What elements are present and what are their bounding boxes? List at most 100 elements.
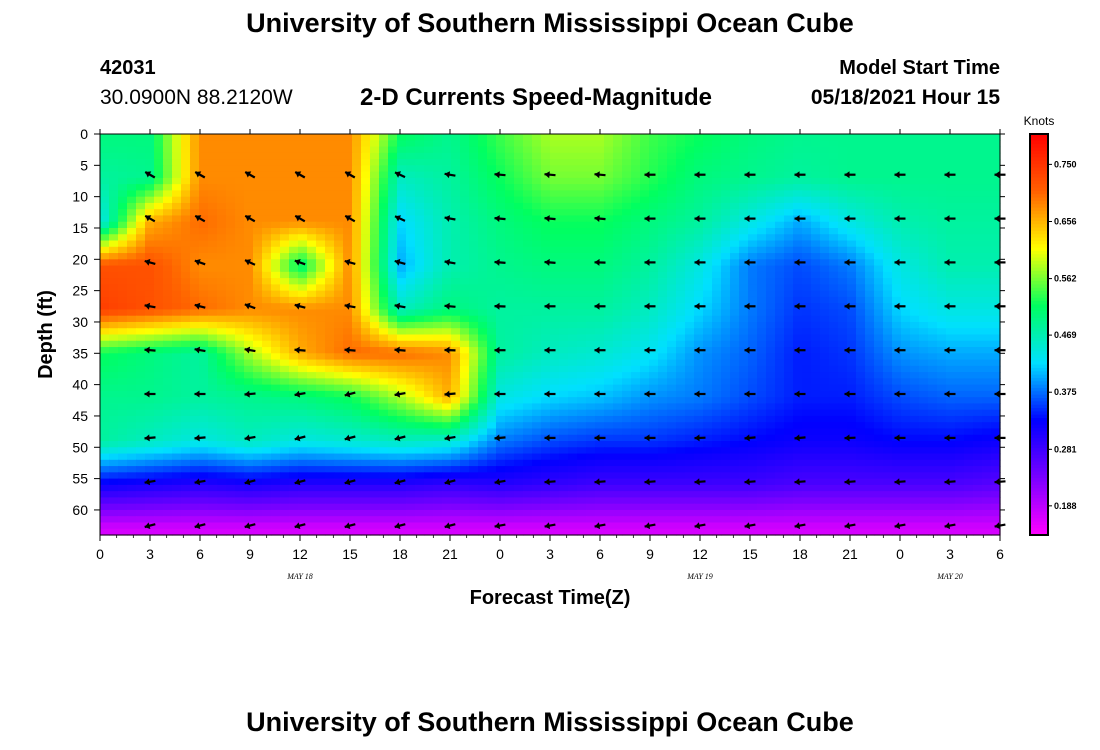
heatmap-cell — [802, 284, 812, 292]
heatmap-cell — [559, 177, 569, 185]
heatmap-cell — [298, 328, 308, 336]
heatmap-cell — [181, 372, 191, 379]
heatmap-cell — [784, 321, 794, 329]
heatmap-cell — [253, 321, 263, 329]
heatmap-cell — [676, 340, 686, 348]
heatmap-cell — [982, 265, 992, 273]
heatmap-cell — [496, 328, 506, 336]
heatmap-cell — [424, 221, 434, 229]
heatmap-cell — [640, 177, 650, 185]
heatmap-cell — [622, 221, 632, 229]
heatmap-cell — [163, 315, 173, 323]
heatmap-cell — [577, 372, 587, 379]
heatmap-cell — [514, 171, 524, 179]
heatmap-cell — [496, 309, 506, 317]
heatmap-cell — [793, 372, 803, 379]
heatmap-cell — [703, 227, 713, 235]
heatmap-cell — [559, 271, 569, 279]
heatmap-cell — [946, 403, 956, 411]
heatmap-cell — [280, 246, 290, 254]
heatmap-cell — [199, 365, 209, 373]
heatmap-cell — [415, 284, 425, 292]
heatmap-cell — [775, 278, 785, 285]
heatmap-cell — [658, 177, 668, 185]
heatmap-cell — [856, 359, 866, 367]
heatmap-cell — [316, 284, 326, 292]
heatmap-cell — [523, 227, 533, 235]
heatmap-cell — [352, 321, 362, 329]
heatmap-cell — [820, 422, 830, 430]
heatmap-cell — [991, 134, 1001, 141]
heatmap-cell — [964, 221, 974, 229]
heatmap-cell — [667, 315, 677, 323]
heatmap-cell — [280, 328, 290, 336]
heatmap-cell — [676, 428, 686, 436]
heatmap-cell — [370, 340, 380, 348]
heatmap-cell — [379, 347, 389, 354]
heatmap-cell — [316, 390, 326, 398]
heatmap-cell — [559, 347, 569, 354]
heatmap-cell — [586, 271, 596, 279]
heatmap-cell — [739, 284, 749, 292]
heatmap-cell — [154, 152, 164, 160]
heatmap-cell — [577, 215, 587, 223]
heatmap-cell — [811, 434, 821, 442]
heatmap-cell — [577, 196, 587, 204]
heatmap-cell — [883, 422, 893, 430]
heatmap-cell — [199, 246, 209, 254]
heatmap-cell — [667, 278, 677, 285]
heatmap-cell — [973, 202, 983, 210]
heatmap-cell — [937, 309, 947, 317]
heatmap-cell — [568, 209, 578, 217]
heatmap-cell — [343, 321, 353, 329]
heatmap-cell — [946, 384, 956, 392]
heatmap-cell — [685, 428, 695, 436]
heatmap-cell — [514, 397, 524, 405]
heatmap-cell — [325, 428, 335, 436]
heatmap-cell — [874, 190, 884, 198]
heatmap-cell — [523, 165, 533, 173]
heatmap-cell — [316, 271, 326, 279]
heatmap-cell — [739, 146, 749, 154]
heatmap-cell — [910, 347, 920, 354]
heatmap-cell — [892, 403, 902, 411]
heatmap-cell — [937, 328, 947, 336]
heatmap-cell — [442, 409, 452, 417]
heatmap-cell — [289, 428, 299, 436]
heatmap-cell — [379, 378, 389, 386]
heatmap-cell — [406, 140, 416, 148]
heatmap-cell — [910, 209, 920, 217]
heatmap-cell — [811, 152, 821, 160]
heatmap-cell — [910, 415, 920, 423]
heatmap-cell — [883, 140, 893, 148]
heatmap-cell — [190, 359, 200, 367]
heatmap-cell — [730, 284, 740, 292]
heatmap-cell — [145, 422, 155, 430]
heatmap-cell — [901, 215, 911, 223]
heatmap-cell — [361, 146, 371, 154]
heatmap-cell — [793, 340, 803, 348]
heatmap-cell — [370, 359, 380, 367]
heatmap-cell — [667, 353, 677, 361]
heatmap-cell — [280, 296, 290, 304]
heatmap-cell — [496, 240, 506, 248]
heatmap-cell — [199, 215, 209, 223]
heatmap-cell — [676, 278, 686, 285]
heatmap-cell — [244, 177, 254, 185]
heatmap-cell — [973, 296, 983, 304]
heatmap-cell — [703, 221, 713, 229]
heatmap-cell — [550, 184, 560, 191]
heatmap-cell — [784, 422, 794, 430]
heatmap-cell — [658, 296, 668, 304]
heatmap-cell — [631, 378, 641, 386]
heatmap-cell — [118, 434, 128, 442]
heatmap-cell — [172, 171, 182, 179]
heatmap-cell — [838, 303, 848, 311]
heatmap-cell — [775, 184, 785, 191]
heatmap-cell — [316, 146, 326, 154]
heatmap-cell — [919, 303, 929, 311]
heatmap-cell — [685, 365, 695, 373]
heatmap-cell — [451, 428, 461, 436]
heatmap-cell — [595, 221, 605, 229]
heatmap-cell — [730, 384, 740, 392]
